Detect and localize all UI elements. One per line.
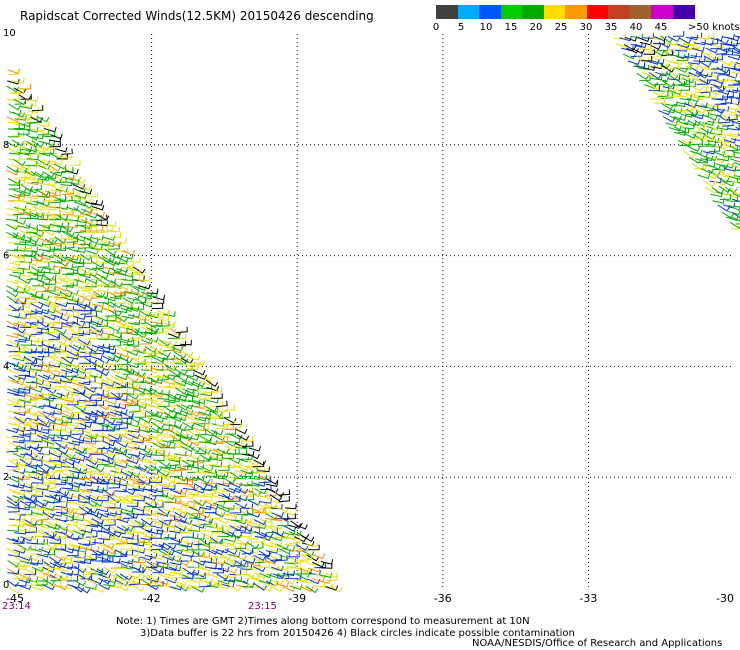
legend-label: 5 [457, 22, 465, 33]
latitude-label: 8 [3, 140, 9, 151]
lat-lon-grid [6, 34, 734, 588]
longitude-labels: -45 -42 -39 -36 -33 -30 [6, 592, 734, 605]
pass-time-label: 23:15 [248, 601, 277, 612]
latitude-labels: 0 2 4 6 8 10 [3, 28, 16, 591]
legend-label: 45 [654, 22, 668, 33]
legend-label: 10 [479, 22, 493, 33]
legend-swatch [629, 5, 652, 19]
note-line-2: 3)Data buffer is 22 hrs from 20150426 4)… [140, 628, 575, 639]
legend-swatch [457, 5, 480, 19]
longitude-label: -45 [6, 592, 24, 605]
wind-barbs [5, 30, 740, 594]
pass-time-label: 23:14 [2, 601, 31, 612]
latitude-label: 4 [3, 361, 9, 372]
latitude-label: 0 [3, 580, 9, 591]
legend-swatch [500, 5, 523, 19]
pass-time-labels: 23:14 23:15 [2, 601, 277, 612]
legend-swatch [672, 5, 695, 19]
legend-swatch [586, 5, 609, 19]
latitude-label: 2 [3, 472, 9, 483]
legend-swatch [608, 5, 630, 19]
credit-line: NOAA/NESDIS/Office of Research and Appli… [472, 638, 723, 649]
legend-label: >50 knots [688, 22, 740, 33]
longitude-label: -36 [434, 592, 452, 605]
legend-swatch [522, 5, 544, 19]
legend-label: 40 [629, 22, 643, 33]
legend-label: 20 [529, 22, 543, 33]
legend-swatch [651, 5, 673, 19]
notes: Note: 1) Times are GMT 2)Times along bot… [116, 616, 575, 640]
legend-swatch [543, 5, 566, 19]
longitude-label: -30 [716, 592, 734, 605]
latitude-label: 6 [3, 251, 9, 262]
legend-label: 0 [432, 22, 440, 33]
legend-swatch [565, 5, 587, 19]
legend-label: 15 [504, 22, 518, 33]
legend-label: 35 [604, 22, 618, 33]
latitude-label: 10 [3, 28, 16, 39]
legend-swatch [436, 5, 458, 19]
note-line-1: Note: 1) Times are GMT 2)Times along bot… [116, 616, 530, 627]
longitude-label: -39 [288, 592, 306, 605]
longitude-label: -33 [579, 592, 597, 605]
legend-label: 30 [579, 22, 593, 33]
longitude-label: -42 [143, 592, 161, 605]
map-title: Rapidscat Corrected Winds(12.5KM) 201504… [20, 9, 374, 23]
legend-label: 25 [554, 22, 568, 33]
legend-swatch [479, 5, 501, 19]
